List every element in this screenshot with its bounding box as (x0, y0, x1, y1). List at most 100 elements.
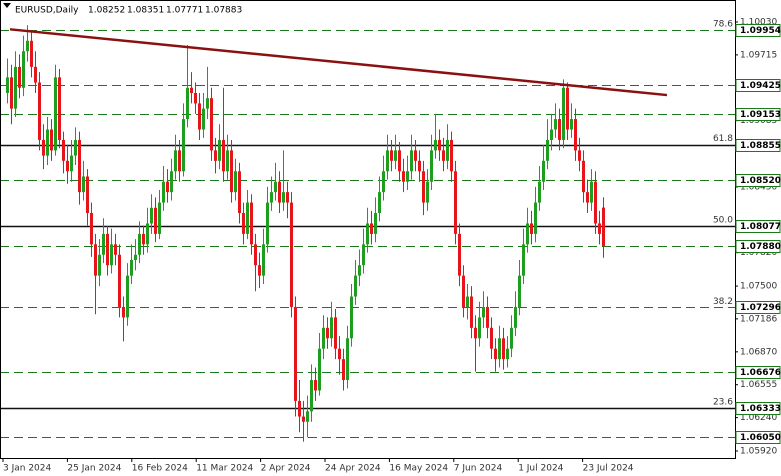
candle-body (378, 192, 381, 214)
candle-body (158, 202, 161, 234)
level-price-label: 1.07296 (740, 303, 781, 313)
y-tick-label: 1.07820 (740, 248, 777, 258)
candle-body (478, 317, 481, 339)
fib-label: 50.0 (713, 215, 733, 225)
x-tick-label: 2 Apr 2024 (261, 464, 311, 474)
candle-body (350, 296, 353, 339)
level-price-box (735, 108, 781, 121)
candle-body (130, 259, 133, 276)
y-tick-label: 1.07186 (740, 314, 777, 324)
y-tick-label: 1.10030 (740, 18, 777, 28)
candle-body (462, 275, 465, 307)
candle-body (286, 192, 289, 203)
candle-body (58, 77, 61, 140)
candle-body (110, 244, 113, 266)
candle-body (338, 348, 341, 360)
candle-body (210, 98, 213, 151)
candle-body (70, 155, 73, 172)
fib-label: 38.2 (713, 297, 733, 307)
level-price-box (735, 366, 781, 379)
candle-body (198, 103, 201, 130)
candle-body (18, 66, 21, 88)
candle-body (282, 192, 285, 203)
candle-body (574, 119, 577, 151)
candle-body (42, 139, 45, 156)
candle-body (62, 139, 65, 161)
candle-body (526, 223, 529, 245)
candle-body (566, 87, 569, 130)
candle-body (254, 244, 257, 266)
candle-body (202, 108, 205, 130)
candle-body (578, 150, 581, 161)
x-tick-label: 16 May 2024 (389, 464, 448, 474)
candle-body (394, 150, 397, 161)
candle-body (306, 411, 309, 422)
level-price-box (735, 24, 781, 37)
candle-body (486, 306, 489, 328)
candle-body (510, 327, 513, 349)
candle-body (310, 380, 313, 412)
level-price-box (735, 79, 781, 92)
candle-body (534, 202, 537, 234)
candle-body (494, 348, 497, 360)
candle-body (22, 51, 25, 88)
candle-body (546, 139, 549, 161)
candle-body (30, 40, 33, 67)
level-price-label: 1.06676 (740, 368, 781, 378)
candle-body (154, 207, 157, 234)
candle-body (482, 306, 485, 318)
candle-body (330, 317, 333, 339)
candle-body (78, 139, 81, 193)
candle-body (10, 77, 13, 109)
x-tick-label: 1 Jul 2024 (518, 464, 563, 474)
x-tick-label: 16 Feb 2024 (132, 464, 188, 474)
candle-body (138, 233, 141, 255)
candle-body (434, 139, 437, 151)
candle-body (426, 181, 429, 203)
candle-body (246, 202, 249, 234)
candle-body (90, 213, 93, 245)
candle-body (82, 176, 85, 193)
y-tick-label: 1.06870 (740, 347, 777, 357)
candle-body (290, 202, 293, 307)
candle-body (362, 244, 365, 266)
x-tick-label: 25 Jan 2024 (67, 464, 121, 474)
candle-body (142, 233, 145, 245)
candle-body (522, 244, 525, 276)
candle-body (602, 207, 605, 247)
y-tick-label: 1.08450 (740, 182, 777, 192)
candle-body (106, 233, 109, 266)
candle-body (54, 77, 57, 151)
candle-body (594, 181, 597, 224)
candle-body (250, 202, 253, 245)
candle-body (598, 223, 601, 234)
x-tick-label: 3 Jan 2024 (3, 464, 51, 474)
candle-body (530, 223, 533, 234)
x-tick-label: 24 Apr 2024 (325, 464, 381, 474)
candle-body (406, 171, 409, 182)
y-tick-label: 1.06240 (740, 413, 777, 423)
y-tick-label: 1.09085 (740, 116, 777, 126)
candle-body (226, 150, 229, 172)
candle-body (46, 129, 49, 156)
level-price-box (735, 220, 781, 233)
candle-body (218, 139, 221, 161)
candle-body (586, 192, 589, 203)
x-tick-label: 11 Mar 2024 (196, 464, 253, 474)
candle-body (514, 306, 517, 328)
level-price-label: 1.08077 (740, 222, 781, 232)
candle-body (398, 150, 401, 172)
x-tick-label: 23 Jul 2024 (583, 464, 634, 474)
candle-body (298, 400, 301, 417)
candle-body (410, 150, 413, 172)
candle-body (474, 327, 477, 339)
candle-body (234, 171, 237, 193)
candle-body (314, 380, 317, 391)
candle-body (94, 244, 97, 276)
candle-body (454, 171, 457, 234)
candle-body (194, 92, 197, 104)
candle-body (430, 150, 433, 182)
level-price-label: 1.07880 (740, 242, 781, 252)
candle-body (386, 150, 389, 172)
level-price-label: 1.09954 (740, 26, 781, 36)
